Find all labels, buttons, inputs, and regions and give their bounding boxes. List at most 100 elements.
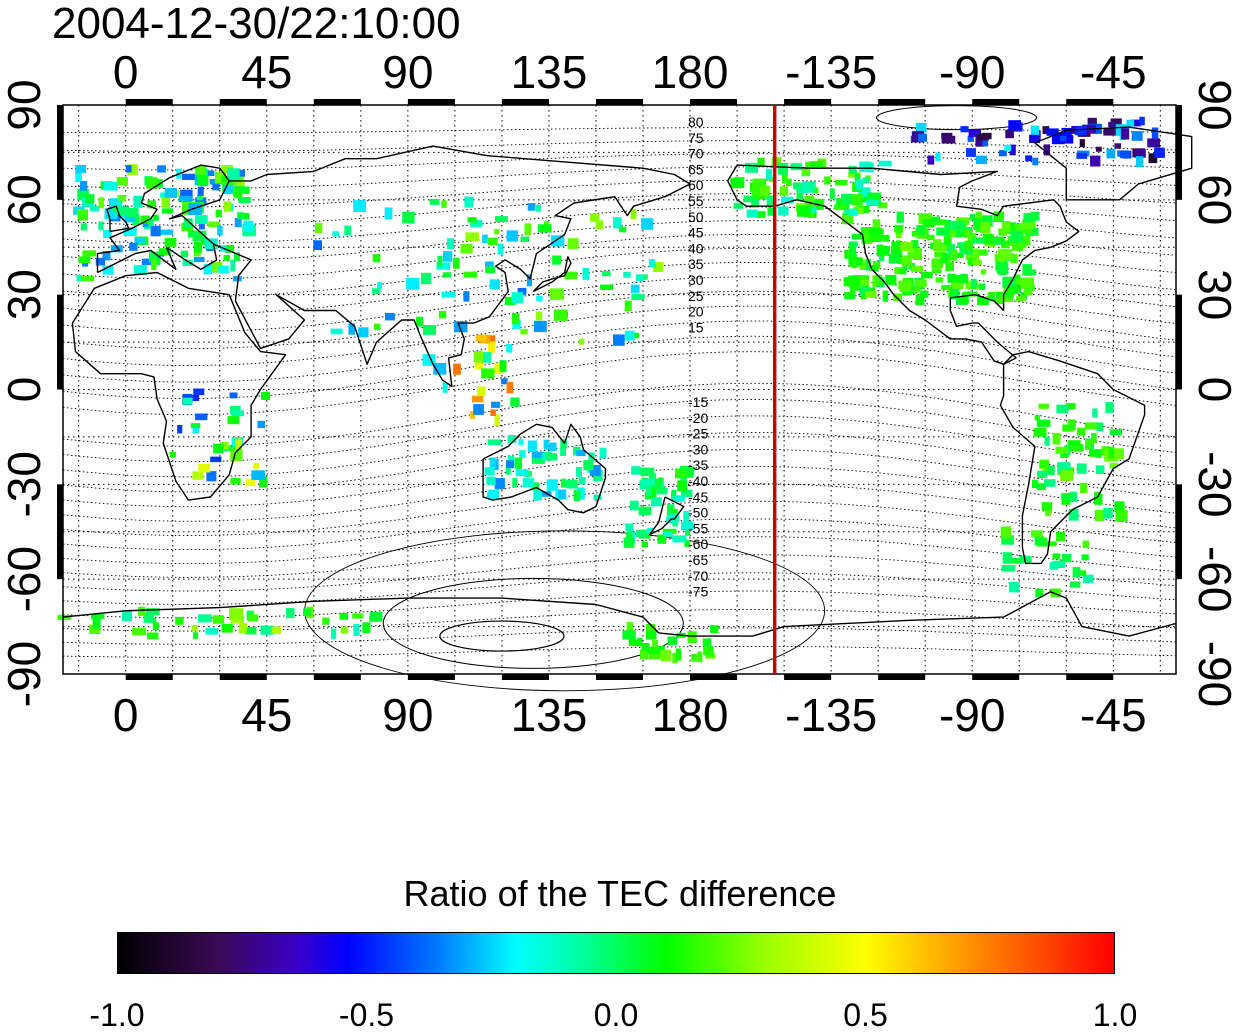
tec-patch [1015,286,1022,293]
tec-patch [150,225,161,237]
tec-patch [759,185,771,196]
magnetic-contour [62,166,1177,189]
tec-patch [227,168,240,181]
tec-patch [286,608,295,619]
tec-patch [1079,139,1085,148]
contour-label: -45 [688,489,708,505]
tec-patch [372,288,381,295]
tec-patch [224,245,234,253]
lat-tick-label-left: 90 [0,79,50,130]
lon-tick-label-bottom: 45 [241,689,292,741]
pole-contour [382,577,684,669]
tec-patch [372,254,381,263]
tec-patch [1105,402,1114,413]
tec-patch [912,248,922,260]
lat-tick-label-left: -60 [0,546,50,612]
tec-patch [223,254,230,261]
tec-patch [188,203,202,215]
tec-patch [1031,530,1043,538]
contour-label: -60 [688,536,708,552]
tec-patch [1051,132,1065,145]
tec-patch [77,209,88,221]
frame-bar-left [57,484,63,580]
tec-patch [1039,460,1049,469]
tec-patch [1044,436,1050,446]
tec-patch [453,363,461,375]
tec-patch [146,632,159,640]
coastline [648,496,685,536]
tec-patch [550,235,565,247]
tec-patch [1023,213,1034,222]
tec-patch [75,171,83,182]
tec-patch [625,532,633,540]
tec-patch [959,220,965,232]
tec-patch [1113,448,1124,460]
tec-patch [467,217,477,223]
tec-patch [522,478,535,488]
tec-patch [233,252,241,261]
tec-patch [629,500,639,511]
tec-patch [1046,128,1059,136]
tec-patch [535,204,541,212]
tec-patch [164,188,177,198]
tec-patch [961,292,969,304]
tec-patch [384,207,393,220]
tec-patch [207,170,215,176]
lat-tick-label-left: -90 [0,641,50,707]
contour-label: -65 [688,552,708,568]
magnetic-contour [62,399,1177,463]
tec-patch [751,184,760,196]
tec-patch [442,272,451,278]
frame-bar-top [1066,99,1114,105]
tec-patch [935,277,944,283]
tec-patch [463,271,477,278]
coastline [96,164,230,274]
tec-patch [675,468,687,479]
tec-patch [477,386,486,396]
magnetic-contour [62,140,1177,153]
tec-patch [931,216,940,223]
tec-patch [222,184,233,193]
tec-patch [947,273,956,283]
tec-patch [809,161,824,169]
tec-patch [641,643,650,651]
lat-tick-label-right: 30 [1189,269,1240,320]
tec-patch [487,341,495,353]
tec-patch [1139,116,1145,126]
tec-patch [85,194,95,203]
tec-patch [978,283,986,290]
tec-patch [779,186,789,196]
contour-label: -35 [688,457,708,473]
tec-patch [143,612,154,623]
tec-patch [1052,553,1061,559]
tec-patch [246,478,256,487]
magnetic-contour [62,415,1177,478]
tec-patch [1094,493,1103,505]
tec-patch [141,258,156,266]
frame-bar-right [1176,294,1182,390]
lat-tick-label-right: 60 [1189,174,1240,225]
tec-patch [987,292,996,298]
tec-patch [330,628,337,639]
frame-bar-top [972,99,1020,105]
colorbar-gradient [117,932,1115,974]
tec-patch [80,181,88,191]
tec-patch [1078,570,1087,576]
tec-patch [576,487,585,500]
tec-patch [247,614,259,622]
tec-patch [510,397,520,407]
tec-patch [863,227,872,235]
tec-patch [541,452,547,460]
coastline [1034,126,1193,201]
tec-patch [463,291,470,302]
colorbar-title: Ratio of the TEC difference [403,873,837,914]
tec-patch [842,212,854,225]
tec-patch [1120,150,1132,159]
frame-bar-top [878,99,926,105]
tec-patch [891,241,899,249]
tec-patch [859,286,870,296]
contour-label: 80 [688,114,704,130]
tec-patch [975,211,982,224]
tec-patch [1081,554,1089,561]
tec-patch [1069,581,1081,588]
